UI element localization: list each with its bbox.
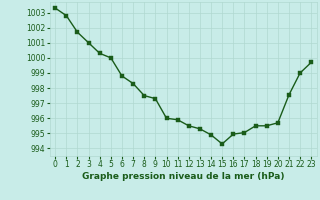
- X-axis label: Graphe pression niveau de la mer (hPa): Graphe pression niveau de la mer (hPa): [82, 172, 284, 181]
